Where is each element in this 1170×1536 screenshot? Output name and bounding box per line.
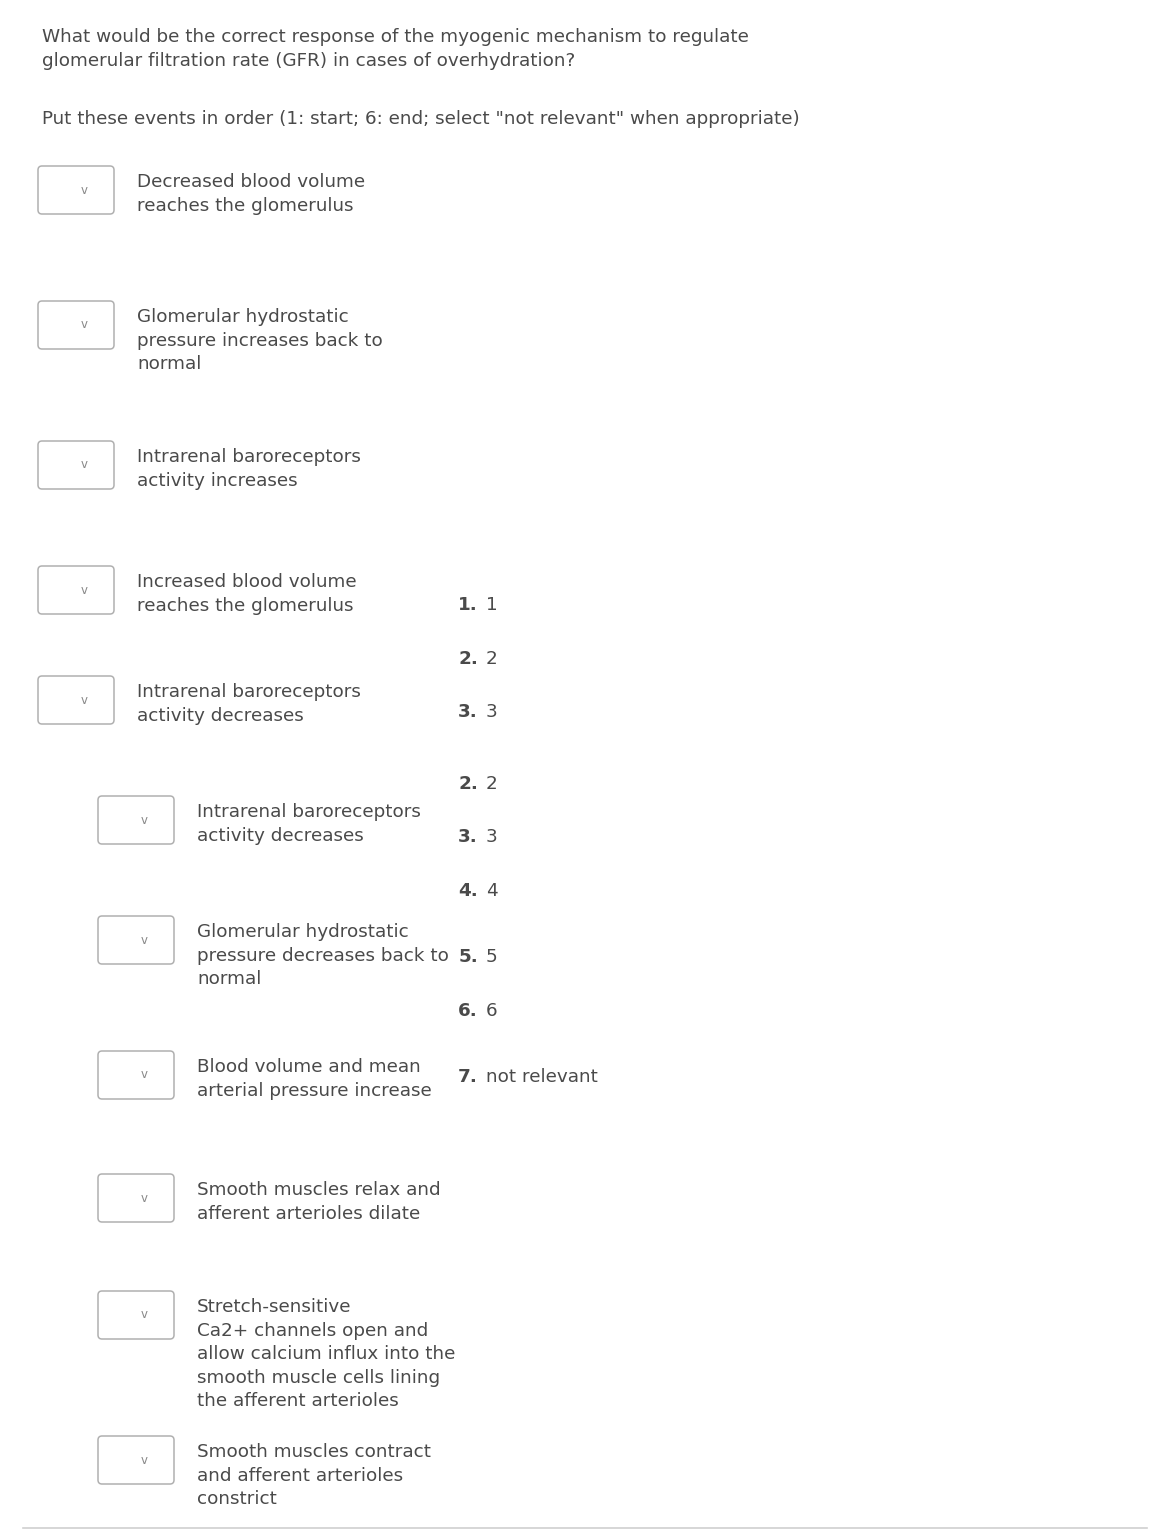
Text: 6: 6: [486, 1001, 497, 1020]
Text: 2: 2: [486, 650, 497, 668]
Text: not relevant: not relevant: [486, 1068, 598, 1086]
Text: Smooth muscles contract
and afferent arterioles
constrict: Smooth muscles contract and afferent art…: [197, 1442, 431, 1508]
Text: 3.: 3.: [459, 828, 479, 846]
Text: 3: 3: [486, 828, 497, 846]
Text: Glomerular hydrostatic
pressure increases back to
normal: Glomerular hydrostatic pressure increase…: [137, 309, 383, 373]
Text: 2: 2: [486, 776, 497, 793]
FancyBboxPatch shape: [98, 1436, 174, 1484]
Text: 1.: 1.: [459, 596, 479, 614]
Text: 1: 1: [486, 596, 497, 614]
Text: Decreased blood volume
reaches the glomerulus: Decreased blood volume reaches the glome…: [137, 174, 365, 215]
Text: v: v: [140, 1453, 147, 1467]
Text: Put these events in order (1: start; 6: end; select "not relevant" when appropri: Put these events in order (1: start; 6: …: [42, 111, 800, 127]
Text: v: v: [140, 1192, 147, 1204]
Text: 2.: 2.: [459, 650, 479, 668]
Text: v: v: [81, 183, 88, 197]
Text: 3: 3: [486, 703, 497, 720]
FancyBboxPatch shape: [98, 915, 174, 965]
Text: Smooth muscles relax and
afferent arterioles dilate: Smooth muscles relax and afferent arteri…: [197, 1181, 441, 1223]
Text: Intrarenal baroreceptors
activity increases: Intrarenal baroreceptors activity increa…: [137, 449, 360, 490]
Text: 4: 4: [486, 882, 497, 900]
Text: Intrarenal baroreceptors
activity decreases: Intrarenal baroreceptors activity decrea…: [137, 684, 360, 725]
FancyBboxPatch shape: [98, 1051, 174, 1098]
FancyBboxPatch shape: [98, 1290, 174, 1339]
Text: Intrarenal baroreceptors
activity decreases: Intrarenal baroreceptors activity decrea…: [197, 803, 421, 845]
Text: Stretch-sensitive
Ca2+ channels open and
allow calcium influx into the
smooth mu: Stretch-sensitive Ca2+ channels open and…: [197, 1298, 455, 1410]
FancyBboxPatch shape: [98, 796, 174, 843]
Text: v: v: [140, 934, 147, 946]
Text: 4.: 4.: [459, 882, 479, 900]
Text: v: v: [81, 693, 88, 707]
Text: Blood volume and mean
arterial pressure increase: Blood volume and mean arterial pressure …: [197, 1058, 432, 1100]
Text: v: v: [140, 1309, 147, 1321]
Text: v: v: [81, 584, 88, 596]
Text: 3.: 3.: [459, 703, 479, 720]
Text: 7.: 7.: [459, 1068, 479, 1086]
FancyBboxPatch shape: [98, 1174, 174, 1223]
FancyBboxPatch shape: [37, 565, 113, 614]
Text: v: v: [140, 1069, 147, 1081]
Text: v: v: [140, 814, 147, 826]
FancyBboxPatch shape: [37, 301, 113, 349]
Text: 5: 5: [486, 948, 497, 966]
Text: v: v: [81, 318, 88, 332]
FancyBboxPatch shape: [37, 441, 113, 488]
FancyBboxPatch shape: [37, 166, 113, 214]
Text: Glomerular hydrostatic
pressure decreases back to
normal: Glomerular hydrostatic pressure decrease…: [197, 923, 449, 988]
FancyBboxPatch shape: [37, 676, 113, 723]
Text: 6.: 6.: [459, 1001, 479, 1020]
Text: 5.: 5.: [459, 948, 479, 966]
Text: 2.: 2.: [459, 776, 479, 793]
Text: v: v: [81, 459, 88, 472]
Text: What would be the correct response of the myogenic mechanism to regulate
glomeru: What would be the correct response of th…: [42, 28, 749, 71]
Text: Increased blood volume
reaches the glomerulus: Increased blood volume reaches the glome…: [137, 573, 357, 614]
